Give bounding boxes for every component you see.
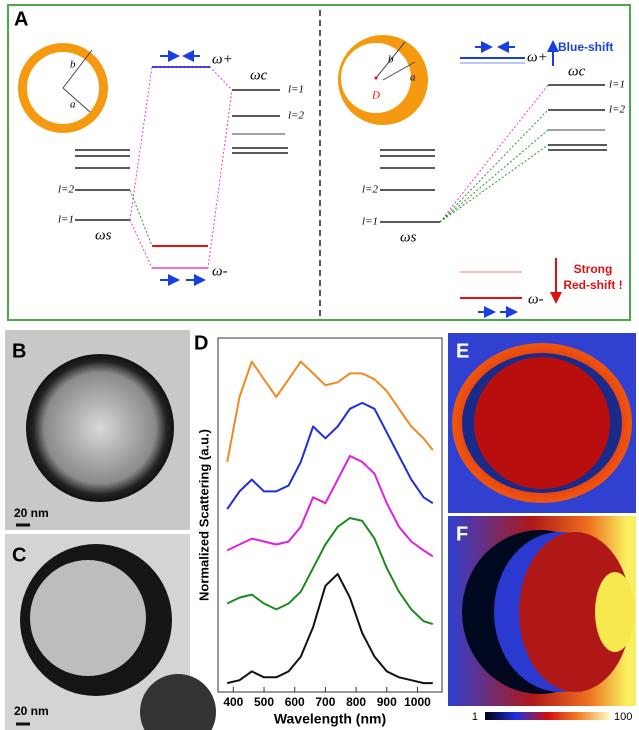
label: D: [371, 90, 380, 102]
label: Blue-shift: [558, 40, 613, 54]
label: a: [70, 99, 76, 111]
label: Red-shift !: [563, 278, 622, 292]
particle-core: [30, 560, 146, 676]
y-axis-label: Normalized Scattering (a.u.): [196, 429, 211, 601]
panel-label: C: [12, 544, 26, 566]
label: ω+: [212, 51, 233, 67]
panel-label: D: [194, 332, 208, 354]
center: [375, 77, 378, 80]
spectrum-line: [227, 518, 433, 624]
label: l=2: [288, 110, 304, 122]
label: ω-: [528, 291, 544, 307]
colorbar-label: 1: [472, 711, 478, 723]
label: ω-: [212, 263, 228, 279]
scale-label: 20 nm: [14, 704, 49, 718]
x-axis-label: Wavelength (nm): [274, 711, 386, 727]
label: l=1: [58, 214, 74, 226]
x-tick-label: 400: [223, 695, 243, 709]
label: l=2: [362, 184, 378, 196]
label: ω+: [527, 49, 548, 65]
panel-label: F: [456, 523, 468, 545]
label: l=1: [288, 84, 304, 96]
label: l=1: [362, 216, 378, 228]
label: l=2: [58, 184, 74, 196]
label: a: [410, 72, 416, 84]
colorbar-label: 100: [614, 711, 632, 723]
label: b: [388, 54, 394, 66]
label: ωc: [250, 67, 268, 83]
field-hotspot: [595, 572, 635, 652]
particle: [26, 354, 174, 502]
scale-label: 20 nm: [14, 506, 49, 520]
label: Strong: [574, 262, 613, 276]
spectrum-line: [227, 574, 433, 683]
x-tick-label: 500: [254, 695, 274, 709]
spectrum-line: [227, 456, 433, 556]
field-core: [474, 357, 610, 489]
x-tick-label: 800: [346, 695, 366, 709]
panel-label: B: [12, 340, 26, 362]
x-tick-label: 1000: [404, 695, 431, 709]
colorbar: [485, 712, 610, 720]
x-tick-label: 700: [315, 695, 335, 709]
spectra-chart: D 400 500 600 700 800 900 1000 Wavelength (nm) N…: [194, 332, 442, 726]
label: ωs: [95, 227, 112, 243]
plot-frame: [218, 338, 442, 692]
label: l=2: [609, 104, 625, 116]
spectrum-line: [227, 362, 433, 462]
panel-label: A: [14, 8, 28, 30]
label: ωs: [400, 229, 417, 245]
label: l=1: [609, 79, 625, 91]
panel-label: E: [456, 340, 469, 362]
label: ωc: [568, 63, 586, 79]
x-tick-label: 900: [377, 695, 397, 709]
x-tick-label: 600: [285, 695, 305, 709]
figure: A b a l=2 l=1 ωs ω+ ω- ωc l=1 l=2 b a D …: [0, 0, 639, 730]
label: b: [70, 59, 76, 71]
